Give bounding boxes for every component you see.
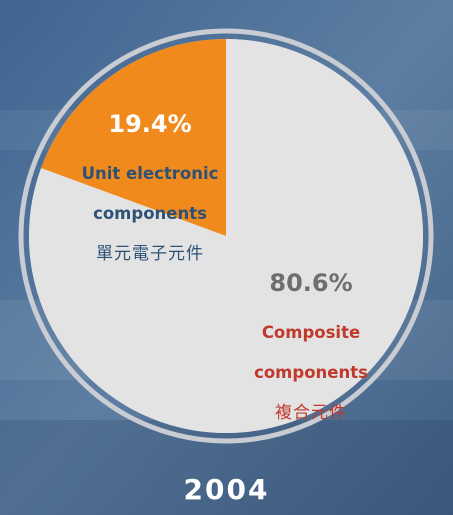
pie-slice-0 xyxy=(41,39,227,236)
slice-label-unit-electronic: 19.4% Unit electronic components 單元電子元件 xyxy=(82,86,219,283)
unit-electronic-en-line2: components xyxy=(93,203,207,223)
composite-zh: 複合元件 xyxy=(274,402,347,423)
unit-electronic-zh: 單元電子元件 xyxy=(95,243,204,264)
unit-electronic-percent: 19.4% xyxy=(108,110,192,138)
slice-label-composite: 80.6% Composite components 複合元件 xyxy=(254,245,368,442)
composite-percent: 80.6% xyxy=(269,269,353,297)
composite-en-line1: Composite xyxy=(261,323,361,342)
unit-electronic-en-line1: Unit electronic xyxy=(81,164,219,183)
chart-outer-ring xyxy=(18,28,434,444)
pie-slice-1 xyxy=(29,39,424,433)
composite-en-line2: components xyxy=(254,362,368,382)
chart-year-caption: 2004 xyxy=(183,473,270,506)
